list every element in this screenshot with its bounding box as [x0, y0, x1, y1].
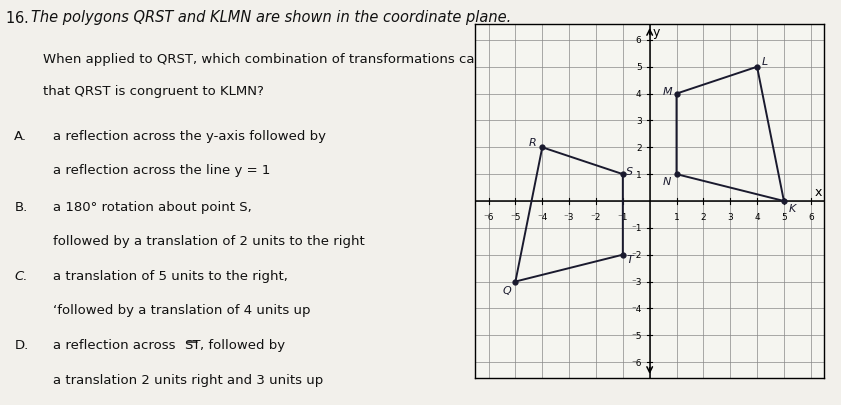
- Text: ⁻4: ⁻4: [632, 304, 642, 313]
- Text: 4: 4: [754, 212, 760, 221]
- Text: M: M: [663, 87, 672, 97]
- Text: L: L: [762, 57, 768, 67]
- Text: followed by a translation of 2 units to the right: followed by a translation of 2 units to …: [53, 235, 364, 248]
- Text: K: K: [788, 203, 796, 213]
- Text: ‘followed by a translation of 4 units up: ‘followed by a translation of 4 units up: [53, 304, 310, 317]
- Text: x: x: [815, 185, 822, 198]
- Text: Q: Q: [503, 285, 512, 295]
- Text: a translation of 5 units to the right,: a translation of 5 units to the right,: [53, 269, 288, 282]
- Text: R: R: [529, 138, 537, 147]
- Text: ⁻6: ⁻6: [484, 212, 494, 221]
- Text: 5: 5: [636, 63, 642, 72]
- Text: 3: 3: [727, 212, 733, 221]
- Text: $\it{16.}$: $\it{16.}$: [5, 10, 29, 26]
- Text: When applied to QRST, which combination of transformations can be used to show: When applied to QRST, which combination …: [43, 53, 597, 66]
- Text: 5: 5: [781, 212, 787, 221]
- Text: 1: 1: [674, 212, 680, 221]
- Text: A.: A.: [14, 130, 28, 143]
- Text: ⁻2: ⁻2: [590, 212, 601, 221]
- Text: ⁻5: ⁻5: [510, 212, 521, 221]
- Text: ST: ST: [184, 338, 201, 351]
- Text: a reflection across the line y = 1: a reflection across the line y = 1: [53, 164, 270, 177]
- Text: 6: 6: [808, 212, 813, 221]
- Text: , followed by: , followed by: [200, 338, 285, 351]
- Text: y: y: [653, 26, 660, 39]
- Text: ⁻4: ⁻4: [537, 212, 547, 221]
- Text: ⁻6: ⁻6: [631, 358, 642, 367]
- Text: a 180° rotation about point S,: a 180° rotation about point S,: [53, 200, 251, 213]
- Text: ⁻3: ⁻3: [631, 277, 642, 286]
- Text: C.: C.: [14, 269, 28, 282]
- Text: ⁻5: ⁻5: [631, 331, 642, 340]
- Text: 1: 1: [636, 170, 642, 179]
- Text: The polygons QRST and KLMN are shown in the coordinate plane.: The polygons QRST and KLMN are shown in …: [31, 10, 511, 25]
- Text: 3: 3: [636, 117, 642, 126]
- Text: 4: 4: [636, 90, 642, 99]
- Text: 2: 2: [701, 212, 706, 221]
- Text: N: N: [663, 177, 671, 186]
- Text: 6: 6: [636, 36, 642, 45]
- Text: ⁻3: ⁻3: [563, 212, 574, 221]
- Text: D.: D.: [14, 338, 29, 351]
- Text: S: S: [626, 167, 633, 177]
- Text: a reflection across the y-axis followed by: a reflection across the y-axis followed …: [53, 130, 325, 143]
- Text: a reflection across: a reflection across: [53, 338, 179, 351]
- Text: 2: 2: [636, 143, 642, 152]
- Text: ⁻1: ⁻1: [631, 224, 642, 233]
- Text: B.: B.: [14, 200, 28, 213]
- Text: ⁻1: ⁻1: [617, 212, 628, 221]
- Text: ⁻2: ⁻2: [632, 251, 642, 260]
- Text: a translation 2 units right and 3 units up: a translation 2 units right and 3 units …: [53, 373, 323, 386]
- Text: that QRST is congruent to KLMN?: that QRST is congruent to KLMN?: [43, 85, 264, 98]
- Text: T: T: [627, 254, 633, 264]
